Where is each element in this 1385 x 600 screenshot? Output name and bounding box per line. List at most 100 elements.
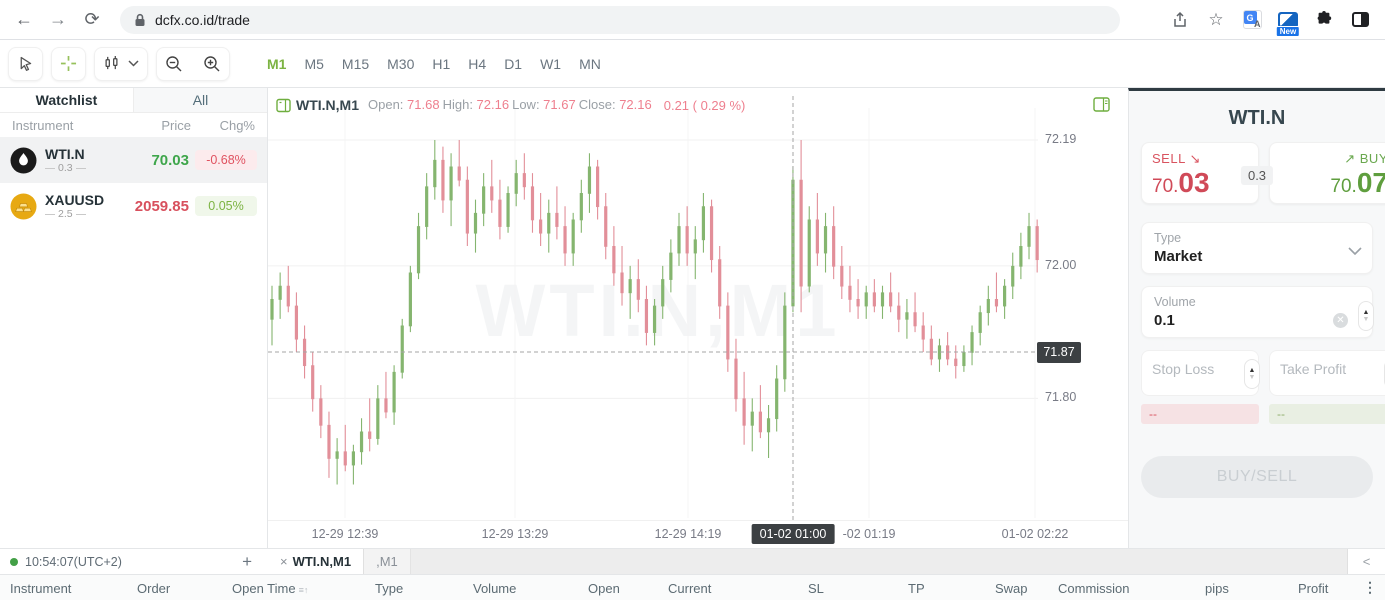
table-menu-icon[interactable]: ⋮	[1363, 579, 1377, 595]
sell-button[interactable]: SELL ↘ 70.03	[1141, 142, 1259, 204]
timeframe-m5[interactable]: M5	[304, 55, 324, 72]
ohlc-label: High:	[442, 97, 477, 112]
url-text: dcfx.co.id/trade	[155, 11, 250, 28]
clear-volume-icon[interactable]: ✕	[1333, 313, 1348, 328]
buy-arrow-icon: ↗	[1344, 151, 1356, 166]
ohlc-value: 72.16	[476, 97, 510, 112]
buy-price-small: 70.	[1330, 176, 1357, 197]
new-badge: New	[1275, 25, 1301, 37]
chart-toolbar: M1 M5 M15 M30 H1 H4 D1 W1 MN	[0, 40, 1385, 88]
positions-col-open: Open	[588, 581, 620, 596]
type-label: Type	[1154, 231, 1182, 245]
timeframe-w1[interactable]: W1	[540, 55, 562, 72]
timeframe-m15[interactable]: M15	[341, 55, 370, 72]
tab-watchlist[interactable]: Watchlist	[0, 88, 133, 112]
positions-col-volume: Volume	[473, 581, 517, 596]
positions-col-open-time[interactable]: Open Time ≡↑	[232, 581, 309, 596]
instrument-spread: 2.5	[45, 208, 104, 220]
watchlist-row-xauusd[interactable]: XAUUSD 2.5 2059.85 0.05%	[0, 183, 267, 229]
chart-panel-icon[interactable]	[276, 98, 291, 113]
zoom-out-button[interactable]	[165, 55, 183, 73]
share-icon[interactable]	[1169, 9, 1191, 31]
positions-col-swap: Swap	[995, 581, 1028, 596]
time-axis-label: 12-29 13:29	[481, 527, 549, 541]
browser-reload-button[interactable]: ⟳	[84, 9, 100, 29]
timeframe-mn[interactable]: MN	[579, 55, 601, 72]
instrument-price: 70.03	[151, 151, 189, 169]
stop-loss-placeholder: Stop Loss	[1152, 361, 1215, 377]
positions-col-type: Type	[375, 581, 404, 596]
add-chart-button[interactable]: +	[242, 551, 252, 571]
order-symbol-title: WTI.N	[1228, 107, 1286, 129]
time-axis-label: 12-29 14:19	[654, 527, 722, 541]
layout-panel-icon[interactable]	[1093, 97, 1110, 112]
volume-value: 0.1	[1154, 312, 1175, 329]
chart-symbol-label: WTI.N,M1	[296, 97, 359, 113]
buy-sell-submit-button[interactable]: BUY/SELL	[1141, 456, 1373, 498]
collapse-panel-chevron[interactable]: <	[1347, 549, 1385, 574]
sell-price-small: 70.	[1152, 176, 1179, 197]
chart-tab-active[interactable]: × WTI.N,M1	[268, 549, 365, 574]
browser-forward-button[interactable]: →	[49, 9, 67, 29]
extensions-puzzle-icon[interactable]	[1313, 9, 1335, 31]
zoom-in-button[interactable]	[203, 55, 221, 73]
instrument-spread: 0.3	[45, 162, 86, 174]
server-time: 10:54:07(UTC+2)	[25, 554, 122, 569]
chevron-down-icon	[1348, 247, 1362, 255]
watchlist-header: Instrument Price Chg%	[0, 113, 267, 137]
chart-style-button[interactable]	[94, 46, 148, 81]
stop-loss-input[interactable]: Stop Loss ▲ ▼	[1141, 350, 1260, 396]
address-bar[interactable]: dcfx.co.id/trade	[120, 5, 1120, 34]
positions-col-current: Current	[668, 581, 712, 596]
time-axis[interactable]: 12-29 12:39 12-29 13:29 12-29 14:19 -02 01:…	[268, 520, 1128, 548]
ohlc-value: 72.16	[619, 97, 652, 112]
col-price: Price	[161, 117, 191, 133]
positions-col-instrument: Instrument	[10, 581, 72, 596]
browser-back-button[interactable]: ←	[15, 9, 33, 29]
positions-col-commission: Commission	[1058, 581, 1130, 596]
crosshair-tool-button[interactable]	[51, 46, 86, 81]
timeframe-m1[interactable]: M1	[267, 55, 287, 72]
buy-button[interactable]: ↗ BUY 70.07	[1269, 142, 1385, 204]
chevron-down-icon	[128, 60, 139, 67]
buy-price-big: 07	[1356, 167, 1385, 198]
positions-col-pips: pips	[1205, 581, 1229, 596]
take-profit-placeholder: Take Profit	[1280, 361, 1347, 377]
price-axis-label: 72.00	[1045, 257, 1077, 272]
current-price-badge: 71.87	[1037, 341, 1081, 363]
candlestick-icon	[105, 55, 118, 70]
stop-loss-stepper[interactable]: ▲ ▼	[1244, 359, 1260, 389]
timeframe-h4[interactable]: H4	[468, 55, 487, 72]
volume-input[interactable]: Volume 0.1 ✕ ▲ ▼	[1141, 286, 1374, 338]
sell-label: SELL	[1152, 151, 1186, 166]
change-badge: -0.68%	[195, 150, 257, 170]
sort-icon[interactable]: ≡↑	[298, 585, 309, 595]
chart-tab-inactive[interactable]: ,M1	[364, 549, 411, 574]
timeframe-d1[interactable]: D1	[504, 55, 523, 72]
new-extension-icon[interactable]: New	[1275, 9, 1301, 37]
instrument-name: WTI.N	[45, 146, 85, 162]
bookmark-star-icon[interactable]: ☆	[1208, 9, 1224, 29]
take-profit-hint: --	[1269, 404, 1385, 424]
zoom-buttons	[156, 46, 230, 81]
sell-arrow-icon: ↘	[1189, 151, 1201, 166]
crosshair-icon	[60, 55, 77, 72]
oil-drop-icon	[10, 147, 37, 174]
timeframe-m30[interactable]: M30	[387, 55, 415, 72]
status-bar: 10:54:07(UTC+2) + × WTI.N,M1 ,M1 <	[0, 548, 1385, 574]
order-panel: WTI.N SELL ↘ 70.03 ↗ BUY 70.07 0.3 Type …	[1128, 88, 1385, 548]
watchlist-row-wti.n[interactable]: WTI.N 0.3 70.03 -0.68%	[0, 137, 267, 183]
take-profit-input[interactable]: Take Profit ▲▼	[1269, 350, 1385, 396]
cursor-tool-button[interactable]	[8, 46, 43, 81]
tab-all[interactable]: All	[133, 88, 267, 112]
gold-bars-icon	[10, 193, 37, 220]
price-axis-label: 71.80	[1045, 390, 1077, 405]
close-tab-icon[interactable]: ×	[280, 554, 288, 569]
volume-stepper[interactable]: ▲ ▼	[1358, 301, 1374, 331]
side-panel-icon[interactable]	[1349, 9, 1371, 31]
timeframe-h1[interactable]: H1	[432, 55, 451, 72]
order-type-select[interactable]: Type Market	[1141, 222, 1373, 274]
chart-canvas[interactable]: WTI.N,M1 Open: 71.68 High: 72.16 Low: 71.6…	[268, 88, 1128, 548]
